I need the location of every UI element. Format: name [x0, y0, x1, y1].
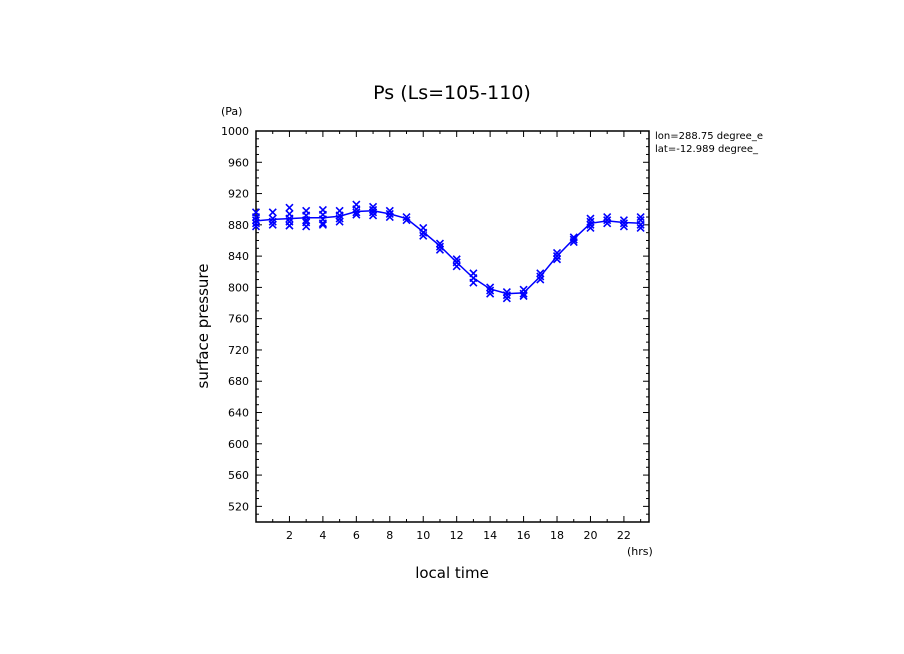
x-tick-label: 4: [319, 529, 326, 542]
y-tick-label: 680: [228, 375, 249, 388]
data-point-marker: [552, 252, 562, 261]
data-point-marker: [385, 209, 394, 218]
x-tick-label: 18: [550, 529, 564, 542]
y-tick-label: 760: [228, 313, 249, 326]
data-point-marker: [469, 278, 478, 287]
data-point-marker: [368, 208, 378, 217]
y-tick-label: 520: [228, 500, 249, 513]
data-point-marker: [586, 214, 595, 223]
data-point-marker: [251, 222, 261, 231]
data-point-marker: [352, 210, 361, 219]
data-point-marker: [335, 211, 344, 220]
data-point-marker: [268, 208, 277, 217]
data-point-marker: [636, 223, 645, 233]
y-tick-label: 640: [228, 407, 249, 420]
data-point-marker: [251, 219, 261, 228]
y-axis-unit: (Pa): [221, 105, 242, 118]
x-tick-label: 22: [617, 529, 631, 542]
data-point-marker: [335, 214, 344, 223]
data-point-marker: [318, 219, 327, 228]
y-tick-label: 1000: [221, 125, 249, 138]
data-point-marker: [636, 220, 645, 229]
data-point-marker: [385, 212, 394, 222]
x-tick-label: 8: [386, 529, 393, 542]
y-tick-label: 720: [228, 344, 249, 357]
data-point-marker: [452, 255, 461, 264]
data-point-marker: [603, 212, 612, 222]
y-tick-label: 800: [228, 281, 249, 294]
x-tick-label: 16: [517, 529, 531, 542]
data-point-marker: [536, 269, 545, 278]
plot-area: 520 560 600 640 680 720 760 800 840 880 920 960 1000…: [221, 125, 650, 542]
data-point-marker: [486, 289, 495, 298]
y-tick-label: 840: [228, 250, 249, 263]
x-axis-unit: (hrs): [627, 545, 653, 558]
data-point-marker: [603, 219, 612, 228]
data-point-marker: [502, 294, 511, 303]
data-point-marker: [552, 255, 562, 264]
data-point-marker: [569, 237, 578, 247]
chart-title: Ps (Ls=105-110): [373, 82, 531, 104]
data-point-marker: [519, 289, 528, 298]
y-tick-label: 960: [228, 156, 249, 169]
data-point-marker: [603, 216, 612, 225]
x-tick-label: 12: [450, 529, 464, 542]
x-axis-label: local time: [415, 564, 489, 582]
data-point-marker: [552, 248, 562, 258]
data-point-marker: [251, 212, 261, 222]
data-point-marker: [619, 222, 628, 231]
data-point-marker: [302, 216, 311, 225]
y-tick-label: 560: [228, 469, 249, 482]
x-tick-label: 6: [353, 529, 360, 542]
data-point-marker: [268, 214, 277, 223]
data-point-marker: [285, 221, 294, 230]
data-point-marker: [318, 220, 327, 229]
data-point-marker: [435, 242, 445, 251]
data-point-marker: [586, 217, 595, 226]
data-point-marker: [368, 211, 378, 220]
y-tick-label: 920: [228, 188, 249, 201]
data-point-marker: [619, 216, 628, 225]
data-point-marker: [519, 291, 528, 301]
data-point-marker: [285, 214, 294, 223]
data-point-marker: [536, 275, 545, 284]
x-tick-label: 2: [286, 529, 293, 542]
data-point-marker: [302, 222, 311, 231]
data-point-marker: [619, 219, 628, 228]
y-tick-label: 600: [228, 438, 249, 451]
data-point-marker: [419, 231, 428, 240]
data-point-marker: [419, 228, 428, 237]
lon-annotation: lon=288.75 degree_e: [655, 131, 763, 142]
data-point-marker: [636, 212, 645, 222]
data-point-marker: [586, 223, 595, 233]
y-axis-label: surface pressure: [194, 264, 212, 389]
y-tick-label: 880: [228, 219, 249, 232]
data-point-marker: [285, 203, 294, 212]
pressure-mean-line: [255, 210, 641, 295]
data-point-marker: [502, 291, 511, 300]
data-point-marker: [502, 288, 511, 297]
data-point-marker: [402, 212, 411, 222]
plot-frame: [255, 130, 650, 523]
data-point-marker: [586, 220, 595, 229]
data-point-marker: [486, 283, 495, 292]
lat-annotation: lat=-12.989 degree_: [655, 144, 759, 155]
data-point-marker: [435, 239, 445, 248]
data-point-marker: [569, 235, 578, 244]
x-tick-label: 20: [583, 529, 597, 542]
data-point-marker: [268, 217, 277, 226]
data-point-marker: [335, 217, 344, 226]
data-point-marker: [536, 272, 545, 281]
data-point-marker: [435, 245, 445, 254]
x-tick-label: 10: [416, 529, 430, 542]
data-point-marker: [452, 262, 461, 271]
data-point-marker: [402, 216, 411, 225]
data-point-marker: [268, 220, 277, 229]
data-point-marker: [486, 286, 495, 295]
data-point-marker: [251, 216, 261, 225]
data-point-marker: [352, 208, 361, 217]
data-point-marker: [385, 206, 394, 215]
x-tick-label: 14: [483, 529, 497, 542]
